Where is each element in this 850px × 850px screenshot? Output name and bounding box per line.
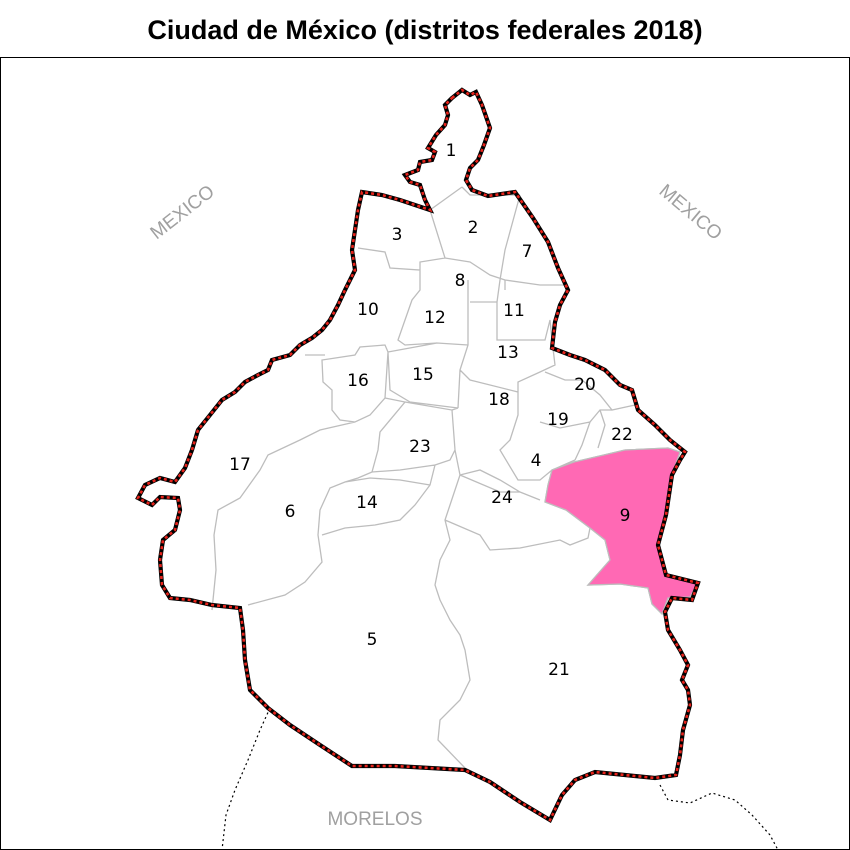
district-label-24: 24 — [491, 488, 513, 508]
district-label-3: 3 — [392, 225, 403, 245]
map-frame: MEXICO MEXICO MORELOS 1 2 3 4 5 6 7 8 9 … — [0, 57, 850, 850]
district-label-17: 17 — [229, 455, 251, 475]
district-label-7: 7 — [522, 242, 533, 262]
district-label-5: 5 — [367, 630, 378, 650]
district-label-21: 21 — [548, 660, 570, 680]
cdmx-outer-boundary — [135, 87, 701, 823]
label-morelos: MORELOS — [327, 809, 422, 830]
district-label-14: 14 — [356, 493, 378, 513]
district-label-23: 23 — [409, 437, 431, 457]
district-label-13: 13 — [497, 343, 519, 363]
district-label-8: 8 — [455, 271, 466, 291]
map-title: Ciudad de México (distritos federales 20… — [147, 15, 703, 45]
district-label-6: 6 — [285, 502, 296, 522]
district-label-9: 9 — [620, 506, 631, 526]
morelos-boundary — [221, 707, 779, 850]
district-label-22: 22 — [611, 425, 633, 445]
district-label-15: 15 — [412, 365, 434, 385]
district-label-19: 19 — [547, 410, 569, 430]
district-label-18: 18 — [488, 390, 510, 410]
district-label-1: 1 — [446, 141, 457, 161]
district-label-10: 10 — [357, 300, 379, 320]
district-label-2: 2 — [468, 218, 479, 238]
district-label-12: 12 — [424, 308, 446, 328]
district-label-16: 16 — [347, 371, 369, 391]
district-label-20: 20 — [574, 375, 596, 395]
label-mexico-east: MEXICO — [655, 180, 726, 244]
district-label-11: 11 — [503, 301, 525, 321]
district-label-4: 4 — [531, 451, 542, 471]
label-mexico-west: MEXICO — [147, 181, 219, 244]
